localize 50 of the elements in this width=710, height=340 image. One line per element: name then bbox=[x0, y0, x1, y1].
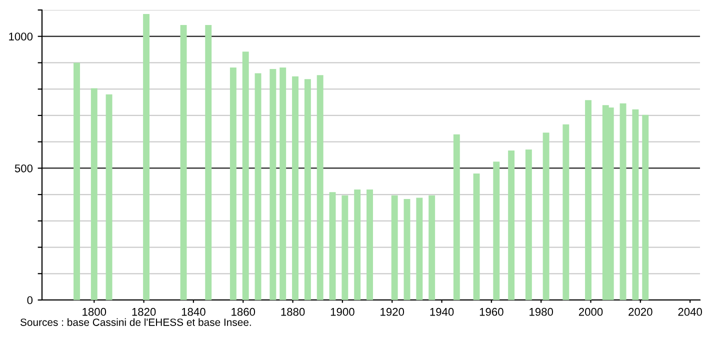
bar bbox=[143, 14, 150, 300]
bar bbox=[404, 199, 410, 300]
bar bbox=[329, 192, 336, 300]
bar bbox=[508, 150, 515, 300]
x-tick-label: 1920 bbox=[380, 308, 404, 316]
y-tick-label: 1000 bbox=[9, 32, 33, 40]
x-tick-label: 1880 bbox=[281, 308, 305, 316]
bar bbox=[416, 198, 423, 300]
bar bbox=[562, 124, 570, 300]
x-tick-label: 2040 bbox=[678, 308, 702, 316]
bar bbox=[74, 62, 80, 300]
bar bbox=[106, 94, 112, 300]
x-tick-label: 1960 bbox=[480, 308, 504, 316]
bar bbox=[254, 73, 262, 300]
bar bbox=[180, 25, 187, 300]
bar bbox=[642, 114, 649, 300]
x-tick-label: 1860 bbox=[232, 308, 256, 316]
bar bbox=[366, 190, 373, 300]
bar bbox=[230, 67, 236, 300]
x-tick-label: 1840 bbox=[182, 308, 206, 316]
source-note: Sources : base Cassini de l'EHESS et base Insee. bbox=[20, 318, 251, 326]
bar bbox=[292, 76, 298, 300]
bar bbox=[493, 162, 500, 300]
bar bbox=[354, 190, 361, 300]
x-tick-label: 1980 bbox=[530, 308, 554, 316]
x-tick-label: 1800 bbox=[82, 308, 106, 316]
bar bbox=[242, 52, 249, 300]
x-tick-label: 1900 bbox=[330, 308, 354, 316]
bar bbox=[542, 132, 550, 300]
bar bbox=[473, 173, 480, 300]
bar bbox=[316, 75, 324, 300]
bar bbox=[270, 69, 276, 300]
bar bbox=[428, 195, 436, 300]
bar bbox=[342, 195, 348, 300]
bar bbox=[585, 100, 592, 300]
bar bbox=[304, 79, 311, 300]
bar bbox=[391, 195, 398, 300]
bar bbox=[453, 134, 460, 300]
y-tick-label: 500 bbox=[14, 164, 33, 172]
y-tick-label: 0 bbox=[27, 296, 33, 304]
bar bbox=[90, 88, 98, 300]
x-tick-label: 2020 bbox=[628, 308, 652, 316]
x-tick-label: 1820 bbox=[132, 308, 156, 316]
x-tick-label: 2000 bbox=[578, 308, 603, 316]
bar bbox=[525, 149, 532, 300]
bar bbox=[280, 67, 286, 300]
bar bbox=[205, 25, 212, 300]
bar bbox=[632, 109, 639, 300]
x-tick-label: 1940 bbox=[430, 308, 454, 316]
bar bbox=[620, 103, 626, 300]
